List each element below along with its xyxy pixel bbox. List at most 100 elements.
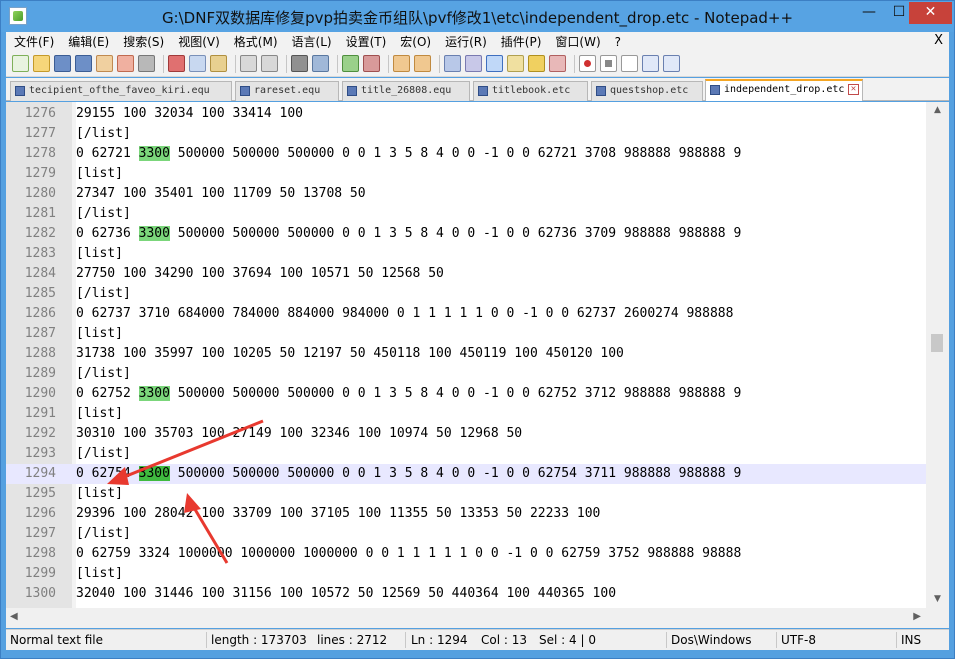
- menu-run[interactable]: 运行(R): [445, 35, 487, 49]
- line-text[interactable]: 27750 100 34290 100 37694 100 10571 50 1…: [76, 266, 444, 281]
- sync-vertical-icon[interactable]: [393, 55, 410, 72]
- function-list-icon[interactable]: [549, 55, 566, 72]
- editor-line[interactable]: 1279 [list]: [6, 164, 926, 184]
- editor-line[interactable]: 1284 27750 100 34290 100 37694 100 10571 …: [6, 264, 926, 284]
- show-all-chars-icon[interactable]: [465, 55, 482, 72]
- zoom-in-icon[interactable]: [342, 55, 359, 72]
- editor-line[interactable]: 1276 29155 100 32034 100 33414 100: [6, 104, 926, 124]
- print-icon[interactable]: [138, 55, 155, 72]
- tab-title-26808[interactable]: title_26808.equ: [342, 81, 470, 101]
- run-macro-multiple-icon[interactable]: [642, 55, 659, 72]
- horizontal-scrollbar[interactable]: ◀ ▶: [6, 608, 949, 628]
- close-file-icon[interactable]: [96, 55, 113, 72]
- menu-format[interactable]: 格式(M): [233, 35, 278, 49]
- cut-icon[interactable]: [168, 55, 185, 72]
- line-text[interactable]: 32040 100 31446 100 31156 100 10572 50 1…: [76, 586, 617, 601]
- stop-macro-icon[interactable]: [600, 55, 617, 72]
- line-text[interactable]: [list]: [76, 486, 123, 501]
- paste-icon[interactable]: [210, 55, 227, 72]
- line-text[interactable]: [/list]: [76, 126, 131, 141]
- editor-line[interactable]: 1295 [list]: [6, 484, 926, 504]
- editor-line[interactable]: 1298 0 62759 3324 1000000 1000000 1000000…: [6, 544, 926, 564]
- minimize-button[interactable]: —: [862, 4, 876, 20]
- line-text[interactable]: 0 62759 3324 1000000 1000000 1000000 0 0…: [76, 546, 742, 561]
- tab-tecipient[interactable]: tecipient_ofthe_faveo_kiri.equ: [10, 81, 232, 101]
- save-macro-icon[interactable]: [663, 55, 680, 72]
- maximize-button[interactable]: ☐: [892, 4, 906, 20]
- line-text[interactable]: [list]: [76, 166, 123, 181]
- menu-macro[interactable]: 宏(O): [400, 35, 432, 49]
- editor-line[interactable]: 1290 0 62752 3300 500000 500000 500000 0 …: [6, 384, 926, 404]
- menu-file[interactable]: 文件(F): [14, 35, 55, 49]
- record-macro-icon[interactable]: [579, 55, 596, 72]
- line-text[interactable]: [list]: [76, 246, 123, 261]
- line-text[interactable]: [/list]: [76, 206, 131, 221]
- copy-icon[interactable]: [189, 55, 206, 72]
- line-text[interactable]: 29155 100 32034 100 33414 100: [76, 106, 303, 121]
- word-wrap-icon[interactable]: [444, 55, 461, 72]
- editor-area[interactable]: 1276 29155 100 32034 100 33414 100 1277 [/l…: [6, 102, 949, 608]
- doc-map-icon[interactable]: [528, 55, 545, 72]
- editor-line[interactable]: 1281 [/list]: [6, 204, 926, 224]
- editor-line[interactable]: 1296 29396 100 28042 100 33709 100 37105 …: [6, 504, 926, 524]
- undo-icon[interactable]: [240, 55, 257, 72]
- editor-line[interactable]: 1289 [/list]: [6, 364, 926, 384]
- title-bar[interactable]: G:\DNF双数据库修复pvp拍卖金币组队\pvf修改1\etc\indepen…: [1, 1, 954, 32]
- indent-guide-icon[interactable]: [486, 55, 503, 72]
- line-text[interactable]: [list]: [76, 326, 123, 341]
- tab-rareset[interactable]: rareset.equ: [235, 81, 339, 101]
- line-text[interactable]: [list]: [76, 566, 123, 581]
- close-document-button[interactable]: X: [934, 33, 943, 48]
- editor-line[interactable]: 1277 [/list]: [6, 124, 926, 144]
- udl-icon[interactable]: [507, 55, 524, 72]
- scroll-right-icon[interactable]: ▶: [913, 611, 921, 622]
- play-macro-icon[interactable]: [621, 55, 638, 72]
- line-text[interactable]: [/list]: [76, 446, 131, 461]
- line-text[interactable]: 0 62754 3300 500000 500000 500000 0 0 1 …: [76, 466, 742, 481]
- line-text[interactable]: [list]: [76, 406, 123, 421]
- find-icon[interactable]: [291, 55, 308, 72]
- tab-questshop[interactable]: questshop.etc: [591, 81, 703, 101]
- editor-line[interactable]: 1294 0 62754 3300 500000 500000 500000 0 …: [6, 464, 926, 484]
- editor-line[interactable]: 1292 30310 100 35703 100 27149 100 32346 …: [6, 424, 926, 444]
- menu-plugins[interactable]: 插件(P): [500, 35, 542, 49]
- menu-settings[interactable]: 设置(T): [345, 35, 387, 49]
- new-file-icon[interactable]: [12, 55, 29, 72]
- vertical-scrollbar[interactable]: ▲ ▼: [926, 102, 949, 608]
- editor-line[interactable]: 1283 [list]: [6, 244, 926, 264]
- line-text[interactable]: 27347 100 35401 100 11709 50 13708 50: [76, 186, 366, 201]
- editor-line[interactable]: 1288 31738 100 35997 100 10205 50 12197 5…: [6, 344, 926, 364]
- open-file-icon[interactable]: [33, 55, 50, 72]
- line-text[interactable]: 0 62736 3300 500000 500000 500000 0 0 1 …: [76, 226, 742, 241]
- editor-line[interactable]: 1297 [/list]: [6, 524, 926, 544]
- editor-line[interactable]: 1282 0 62736 3300 500000 500000 500000 0 …: [6, 224, 926, 244]
- scroll-up-icon[interactable]: ▲: [934, 105, 941, 115]
- editor-line[interactable]: 1280 27347 100 35401 100 11709 50 13708 5…: [6, 184, 926, 204]
- line-text[interactable]: [/list]: [76, 526, 131, 541]
- editor-line[interactable]: 1299 [list]: [6, 564, 926, 584]
- vertical-scroll-thumb[interactable]: [931, 334, 943, 352]
- line-text[interactable]: [/list]: [76, 366, 131, 381]
- editor-line[interactable]: 1293 [/list]: [6, 444, 926, 464]
- menu-edit[interactable]: 编辑(E): [68, 35, 110, 49]
- line-text[interactable]: 0 62737 3710 684000 784000 884000 984000…: [76, 306, 734, 321]
- line-text[interactable]: 30310 100 35703 100 27149 100 32346 100 …: [76, 426, 523, 441]
- editor-line[interactable]: 1278 0 62721 3300 500000 500000 500000 0 …: [6, 144, 926, 164]
- sync-horizontal-icon[interactable]: [414, 55, 431, 72]
- zoom-out-icon[interactable]: [363, 55, 380, 72]
- line-text[interactable]: 29396 100 28042 100 33709 100 37105 100 …: [76, 506, 601, 521]
- save-icon[interactable]: [54, 55, 71, 72]
- editor-line[interactable]: 1291 [list]: [6, 404, 926, 424]
- tab-titlebook[interactable]: titlebook.etc: [473, 81, 588, 101]
- close-all-icon[interactable]: [117, 55, 134, 72]
- close-button[interactable]: ✕: [909, 2, 952, 24]
- editor-line[interactable]: 1286 0 62737 3710 684000 784000 884000 98…: [6, 304, 926, 324]
- menu-window[interactable]: 窗口(W): [555, 35, 601, 49]
- line-text[interactable]: 31738 100 35997 100 10205 50 12197 50 45…: [76, 346, 624, 361]
- line-text[interactable]: 0 62721 3300 500000 500000 500000 0 0 1 …: [76, 146, 742, 161]
- save-all-icon[interactable]: [75, 55, 92, 72]
- menu-help[interactable]: ?: [614, 34, 622, 49]
- close-tab-icon[interactable]: ✕: [848, 84, 859, 95]
- menu-search[interactable]: 搜索(S): [123, 35, 165, 49]
- editor-line[interactable]: 1285 [/list]: [6, 284, 926, 304]
